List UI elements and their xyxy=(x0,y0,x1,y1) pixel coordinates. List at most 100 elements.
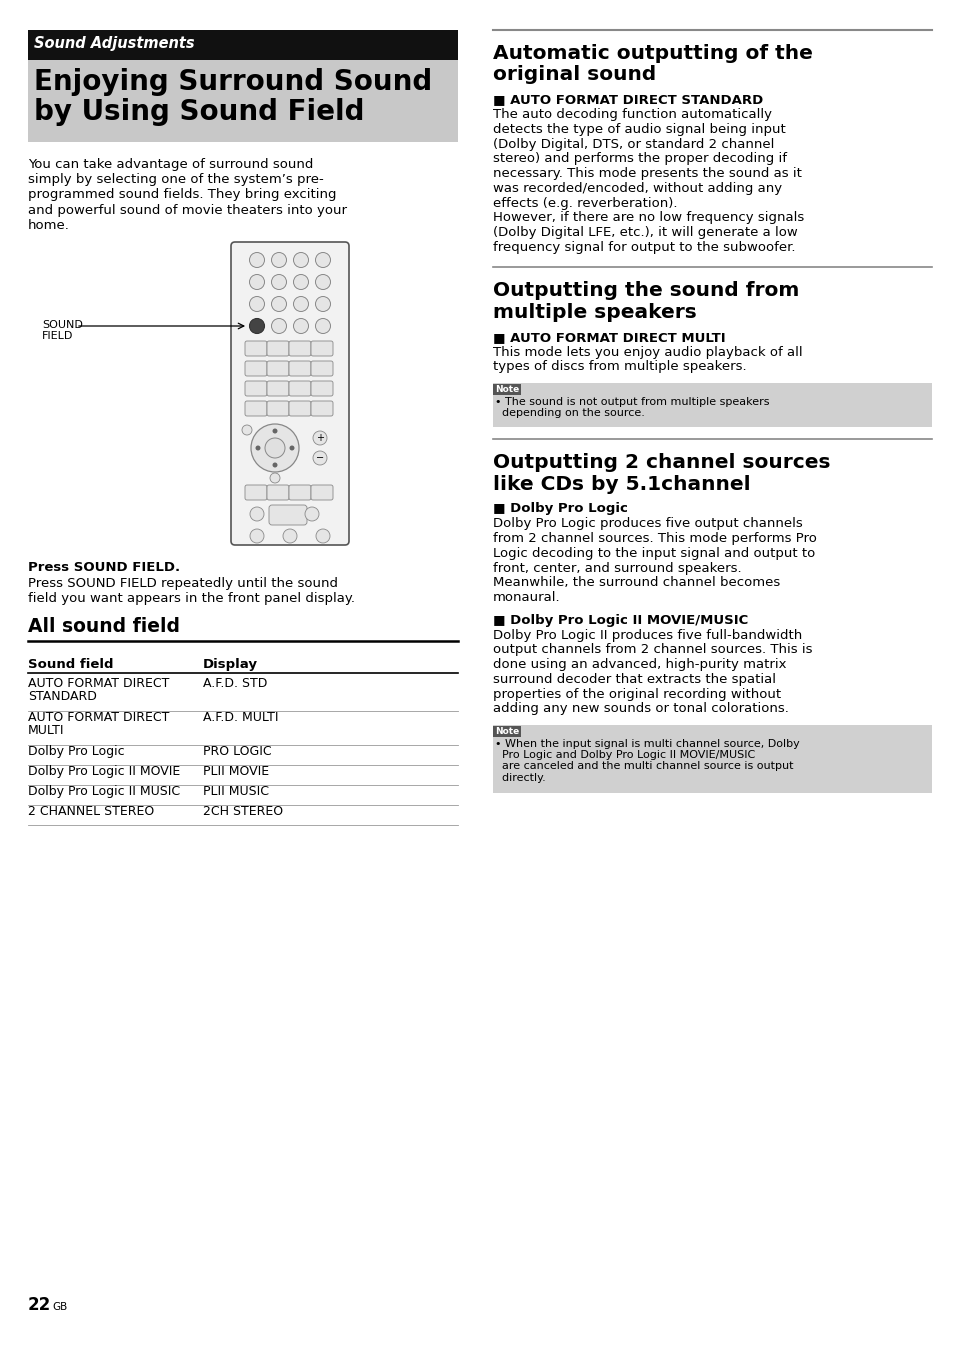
Circle shape xyxy=(305,507,318,521)
Circle shape xyxy=(251,425,298,472)
Circle shape xyxy=(272,274,286,289)
Circle shape xyxy=(250,274,264,289)
Bar xyxy=(493,383,931,427)
Circle shape xyxy=(273,462,277,468)
Circle shape xyxy=(313,431,327,445)
Circle shape xyxy=(315,274,330,289)
Text: home.: home. xyxy=(28,219,70,231)
FancyBboxPatch shape xyxy=(289,361,311,376)
Bar xyxy=(28,59,457,142)
Circle shape xyxy=(289,446,294,450)
Text: adding any new sounds or tonal colorations.: adding any new sounds or tonal coloratio… xyxy=(493,702,788,715)
FancyBboxPatch shape xyxy=(311,485,333,500)
Text: PLII MOVIE: PLII MOVIE xyxy=(203,765,269,777)
Text: from 2 channel sources. This mode performs Pro: from 2 channel sources. This mode perfor… xyxy=(493,533,816,545)
Circle shape xyxy=(283,529,296,544)
Text: original sound: original sound xyxy=(493,65,656,84)
FancyBboxPatch shape xyxy=(289,341,311,356)
Text: This mode lets you enjoy audio playback of all: This mode lets you enjoy audio playback … xyxy=(493,346,801,358)
Circle shape xyxy=(315,319,330,334)
FancyBboxPatch shape xyxy=(311,402,333,416)
Text: are canceled and the multi channel source is output: are canceled and the multi channel sourc… xyxy=(495,761,793,772)
Circle shape xyxy=(270,473,280,483)
FancyBboxPatch shape xyxy=(267,402,289,416)
FancyBboxPatch shape xyxy=(245,381,267,396)
Circle shape xyxy=(273,429,277,434)
Text: (Dolby Digital, DTS, or standard 2 channel: (Dolby Digital, DTS, or standard 2 chann… xyxy=(493,138,774,150)
Text: stereo) and performs the proper decoding if: stereo) and performs the proper decoding… xyxy=(493,153,786,165)
Bar xyxy=(28,30,457,59)
Text: Logic decoding to the input signal and output to: Logic decoding to the input signal and o… xyxy=(493,546,815,560)
Text: However, if there are no low frequency signals: However, if there are no low frequency s… xyxy=(493,211,803,224)
Circle shape xyxy=(265,438,285,458)
Circle shape xyxy=(313,452,327,465)
Circle shape xyxy=(255,446,260,450)
Text: GB: GB xyxy=(52,1302,67,1311)
Text: Dolby Pro Logic II produces five full-bandwidth: Dolby Pro Logic II produces five full-ba… xyxy=(493,629,801,642)
Circle shape xyxy=(294,319,308,334)
Text: −: − xyxy=(315,453,324,462)
Text: The auto decoding function automatically: The auto decoding function automatically xyxy=(493,108,771,122)
Text: Outputting the sound from: Outputting the sound from xyxy=(493,281,799,300)
Text: (Dolby Digital LFE, etc.), it will generate a low: (Dolby Digital LFE, etc.), it will gener… xyxy=(493,226,797,239)
Circle shape xyxy=(250,253,264,268)
Text: depending on the source.: depending on the source. xyxy=(495,408,644,418)
FancyBboxPatch shape xyxy=(289,402,311,416)
Text: Press SOUND FIELD.: Press SOUND FIELD. xyxy=(28,561,180,575)
Text: and powerful sound of movie theaters into your: and powerful sound of movie theaters int… xyxy=(28,204,347,216)
Text: AUTO FORMAT DIRECT: AUTO FORMAT DIRECT xyxy=(28,711,170,723)
Text: 2 CHANNEL STEREO: 2 CHANNEL STEREO xyxy=(28,804,154,818)
Text: Dolby Pro Logic produces five output channels: Dolby Pro Logic produces five output cha… xyxy=(493,518,801,530)
Text: detects the type of audio signal being input: detects the type of audio signal being i… xyxy=(493,123,785,137)
Text: Meanwhile, the surround channel becomes: Meanwhile, the surround channel becomes xyxy=(493,576,780,589)
Bar xyxy=(493,384,520,395)
Circle shape xyxy=(272,319,286,334)
Circle shape xyxy=(250,507,264,521)
Text: Dolby Pro Logic II MUSIC: Dolby Pro Logic II MUSIC xyxy=(28,784,180,798)
Text: ■ Dolby Pro Logic: ■ Dolby Pro Logic xyxy=(493,503,627,515)
Text: PLII MUSIC: PLII MUSIC xyxy=(203,784,269,798)
Circle shape xyxy=(250,296,264,311)
Text: Pro Logic and Dolby Pro Logic II MOVIE/MUSIC: Pro Logic and Dolby Pro Logic II MOVIE/M… xyxy=(495,750,755,760)
Text: effects (e.g. reverberation).: effects (e.g. reverberation). xyxy=(493,196,677,210)
FancyBboxPatch shape xyxy=(267,485,289,500)
Text: FIELD: FIELD xyxy=(42,331,73,341)
FancyBboxPatch shape xyxy=(267,381,289,396)
Text: SOUND: SOUND xyxy=(42,320,83,330)
Circle shape xyxy=(242,425,252,435)
Text: PRO LOGIC: PRO LOGIC xyxy=(203,745,272,757)
Text: • The sound is not output from multiple speakers: • The sound is not output from multiple … xyxy=(495,397,769,407)
Text: AUTO FORMAT DIRECT: AUTO FORMAT DIRECT xyxy=(28,676,170,690)
Circle shape xyxy=(315,253,330,268)
FancyBboxPatch shape xyxy=(267,361,289,376)
Text: field you want appears in the front panel display.: field you want appears in the front pane… xyxy=(28,592,355,604)
Text: by Using Sound Field: by Using Sound Field xyxy=(34,99,364,126)
Text: Outputting 2 channel sources: Outputting 2 channel sources xyxy=(493,453,830,472)
Text: output channels from 2 channel sources. This is: output channels from 2 channel sources. … xyxy=(493,644,812,657)
Text: simply by selecting one of the system’s pre-: simply by selecting one of the system’s … xyxy=(28,173,323,187)
Text: Note: Note xyxy=(495,727,518,735)
Text: STANDARD: STANDARD xyxy=(28,690,97,703)
Bar xyxy=(493,726,520,737)
Circle shape xyxy=(272,253,286,268)
Text: All sound field: All sound field xyxy=(28,617,180,635)
Text: • When the input signal is multi channel source, Dolby: • When the input signal is multi channel… xyxy=(495,740,799,749)
Text: A.F.D. STD: A.F.D. STD xyxy=(203,676,267,690)
Text: types of discs from multiple speakers.: types of discs from multiple speakers. xyxy=(493,361,746,373)
Text: programmed sound fields. They bring exciting: programmed sound fields. They bring exci… xyxy=(28,188,336,201)
Text: 2CH STEREO: 2CH STEREO xyxy=(203,804,283,818)
FancyBboxPatch shape xyxy=(269,506,307,525)
Text: Enjoying Surround Sound: Enjoying Surround Sound xyxy=(34,68,432,96)
FancyBboxPatch shape xyxy=(289,485,311,500)
Text: A.F.D. MULTI: A.F.D. MULTI xyxy=(203,711,278,723)
FancyBboxPatch shape xyxy=(267,341,289,356)
FancyBboxPatch shape xyxy=(245,485,267,500)
Circle shape xyxy=(250,319,264,334)
Text: 22: 22 xyxy=(28,1297,51,1314)
Text: monaural.: monaural. xyxy=(493,591,560,604)
Text: directly.: directly. xyxy=(495,772,545,783)
Text: properties of the original recording without: properties of the original recording wit… xyxy=(493,688,781,700)
Text: Sound Adjustments: Sound Adjustments xyxy=(34,37,194,51)
Text: multiple speakers: multiple speakers xyxy=(493,303,696,322)
Bar xyxy=(493,725,931,794)
